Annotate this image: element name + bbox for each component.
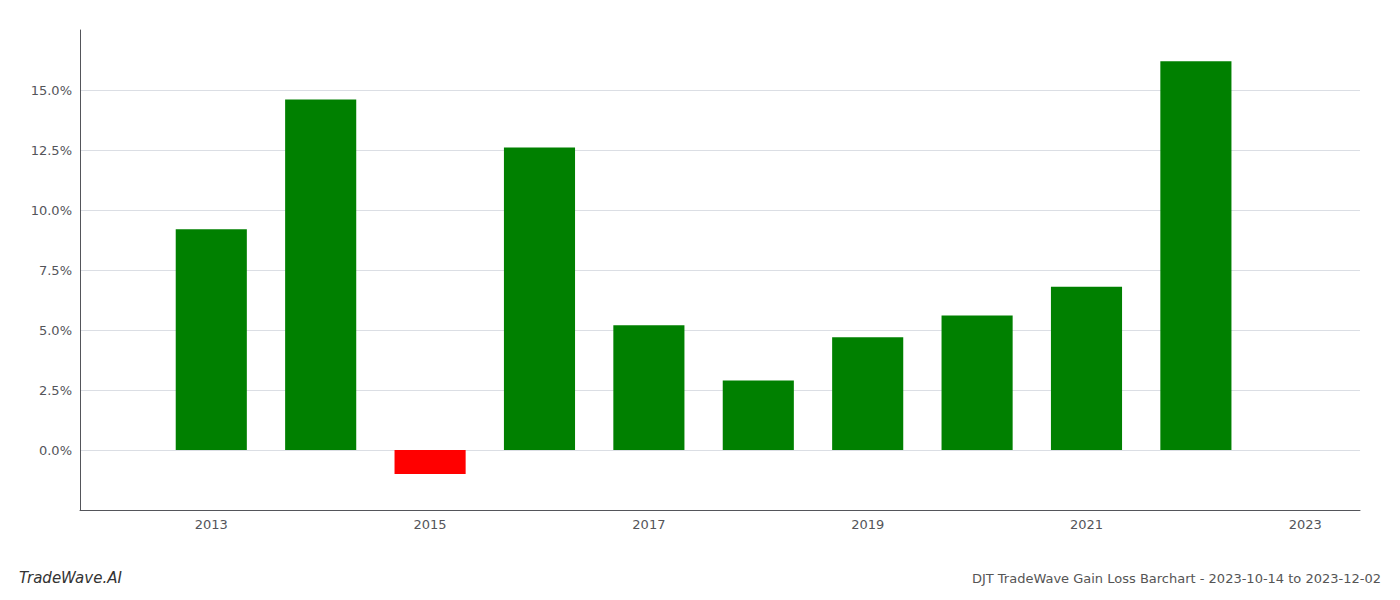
svg-text:12.5%: 12.5%: [31, 143, 72, 158]
svg-text:2.5%: 2.5%: [39, 383, 72, 398]
svg-text:2019: 2019: [851, 517, 884, 532]
svg-text:TradeWave.AI: TradeWave.AI: [19, 569, 122, 587]
svg-text:2017: 2017: [632, 517, 665, 532]
svg-text:10.0%: 10.0%: [31, 203, 72, 218]
svg-text:2021: 2021: [1070, 517, 1103, 532]
svg-text:7.5%: 7.5%: [39, 263, 72, 278]
svg-text:DJT TradeWave Gain Loss Barcha: DJT TradeWave Gain Loss Barchart - 2023-…: [972, 571, 1381, 586]
svg-text:2013: 2013: [195, 517, 228, 532]
svg-text:2023: 2023: [1289, 517, 1322, 532]
svg-text:0.0%: 0.0%: [39, 443, 72, 458]
svg-text:15.0%: 15.0%: [31, 83, 72, 98]
svg-text:2015: 2015: [414, 517, 447, 532]
svg-text:5.0%: 5.0%: [39, 323, 72, 338]
